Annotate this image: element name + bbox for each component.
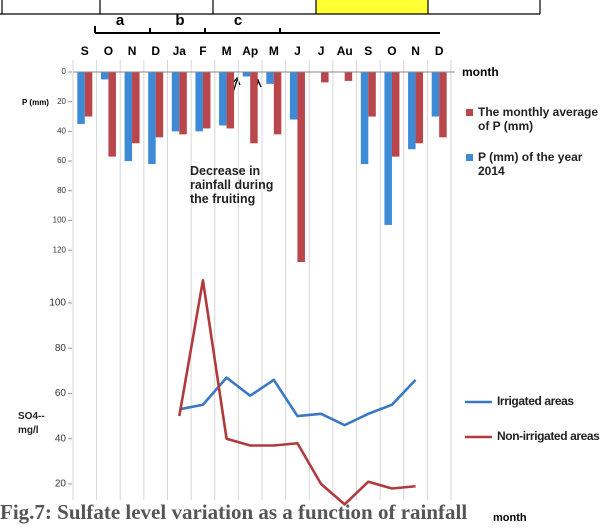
bar bbox=[360, 72, 369, 165]
bar bbox=[384, 72, 392, 225]
y-tick-label: 0 bbox=[62, 67, 67, 76]
caption: Fig.7: Sulfate level variation as a func… bbox=[0, 500, 468, 524]
bar bbox=[148, 72, 156, 165]
x-tick-label: D bbox=[151, 44, 160, 58]
y-tick-label: 60 bbox=[55, 388, 67, 399]
bar bbox=[108, 72, 116, 157]
x-tick-label: M bbox=[269, 44, 279, 58]
y-tick-label: 80 bbox=[57, 186, 66, 195]
period-bracket bbox=[94, 26, 440, 34]
x-tick-label: J bbox=[318, 44, 325, 58]
y-axis-label: SO4-- mg/l bbox=[18, 411, 45, 436]
y-tick-label: 100 bbox=[49, 298, 66, 309]
bar bbox=[408, 72, 416, 150]
x-tick-label: M bbox=[222, 44, 232, 58]
bar bbox=[321, 72, 329, 83]
bar bbox=[132, 72, 140, 144]
y-tick-label: 40 bbox=[55, 433, 67, 444]
annotation-line: the fruiting bbox=[190, 192, 256, 206]
bar bbox=[431, 72, 440, 117]
bar bbox=[266, 72, 274, 84]
period-label: a bbox=[116, 12, 125, 29]
line bbox=[178, 279, 416, 506]
bar bbox=[202, 72, 211, 129]
y-tick-label: 20 bbox=[55, 479, 67, 490]
x-tick-label: F bbox=[199, 44, 206, 58]
bar bbox=[124, 72, 133, 162]
y-axis-label: P (mm) bbox=[22, 98, 49, 107]
y-tick-label: 40 bbox=[57, 126, 66, 135]
table-lines bbox=[0, 0, 541, 15]
x-tick-label: S bbox=[364, 44, 372, 58]
legend-label: The monthly average of P (mm) bbox=[478, 105, 599, 133]
bar bbox=[179, 72, 187, 135]
bar bbox=[273, 72, 282, 135]
legend-label: Non-irrigated areas bbox=[497, 429, 600, 443]
bar bbox=[100, 72, 109, 80]
bar bbox=[289, 72, 298, 120]
legend-label: Irrigated areas bbox=[497, 394, 574, 408]
bar bbox=[226, 72, 235, 129]
y-tick-label: 120 bbox=[53, 245, 67, 254]
x-axis-label: month bbox=[493, 512, 527, 524]
bar bbox=[171, 72, 180, 132]
table-cell bbox=[316, 0, 428, 14]
bar bbox=[368, 72, 376, 117]
bar bbox=[344, 72, 353, 81]
x-axis-label: month bbox=[462, 65, 499, 79]
x-tick-label: O bbox=[104, 44, 113, 58]
y-tick-label: 20 bbox=[57, 97, 66, 106]
x-tick-label: S bbox=[81, 44, 89, 58]
annotation-line: rainfall during bbox=[190, 178, 274, 192]
bar bbox=[297, 72, 305, 263]
bar bbox=[84, 72, 93, 117]
x-tick-label: N bbox=[411, 44, 420, 58]
x-tick-label: Au bbox=[337, 44, 353, 58]
x-tick-label: Ja bbox=[173, 44, 187, 58]
bar bbox=[250, 72, 258, 144]
y-tick-label: 100 bbox=[53, 216, 67, 225]
period-label: c bbox=[234, 12, 242, 29]
bar bbox=[155, 72, 164, 138]
x-tick-label: O bbox=[387, 44, 396, 58]
y-tick-label: 60 bbox=[57, 156, 66, 165]
bar bbox=[242, 72, 251, 77]
bar bbox=[77, 72, 85, 124]
x-tick-label: N bbox=[128, 44, 137, 58]
bar bbox=[391, 72, 400, 157]
legend-swatch bbox=[466, 154, 473, 161]
annotation-line: Decrease in bbox=[190, 164, 261, 178]
legend-swatch bbox=[466, 109, 473, 116]
x-tick-label: D bbox=[435, 44, 444, 58]
annotation: Decrease in rainfall during the fruiting bbox=[190, 164, 300, 206]
x-tick-label: Ap bbox=[242, 44, 258, 58]
period-label: b bbox=[175, 12, 184, 29]
y-tick-label: 80 bbox=[55, 343, 67, 354]
bar bbox=[195, 72, 203, 132]
bar bbox=[219, 72, 227, 126]
bar bbox=[439, 72, 447, 138]
x-tick-label: J bbox=[294, 44, 301, 58]
bar bbox=[415, 72, 424, 144]
legend-label: P (mm) of the year 2014 bbox=[478, 150, 583, 178]
